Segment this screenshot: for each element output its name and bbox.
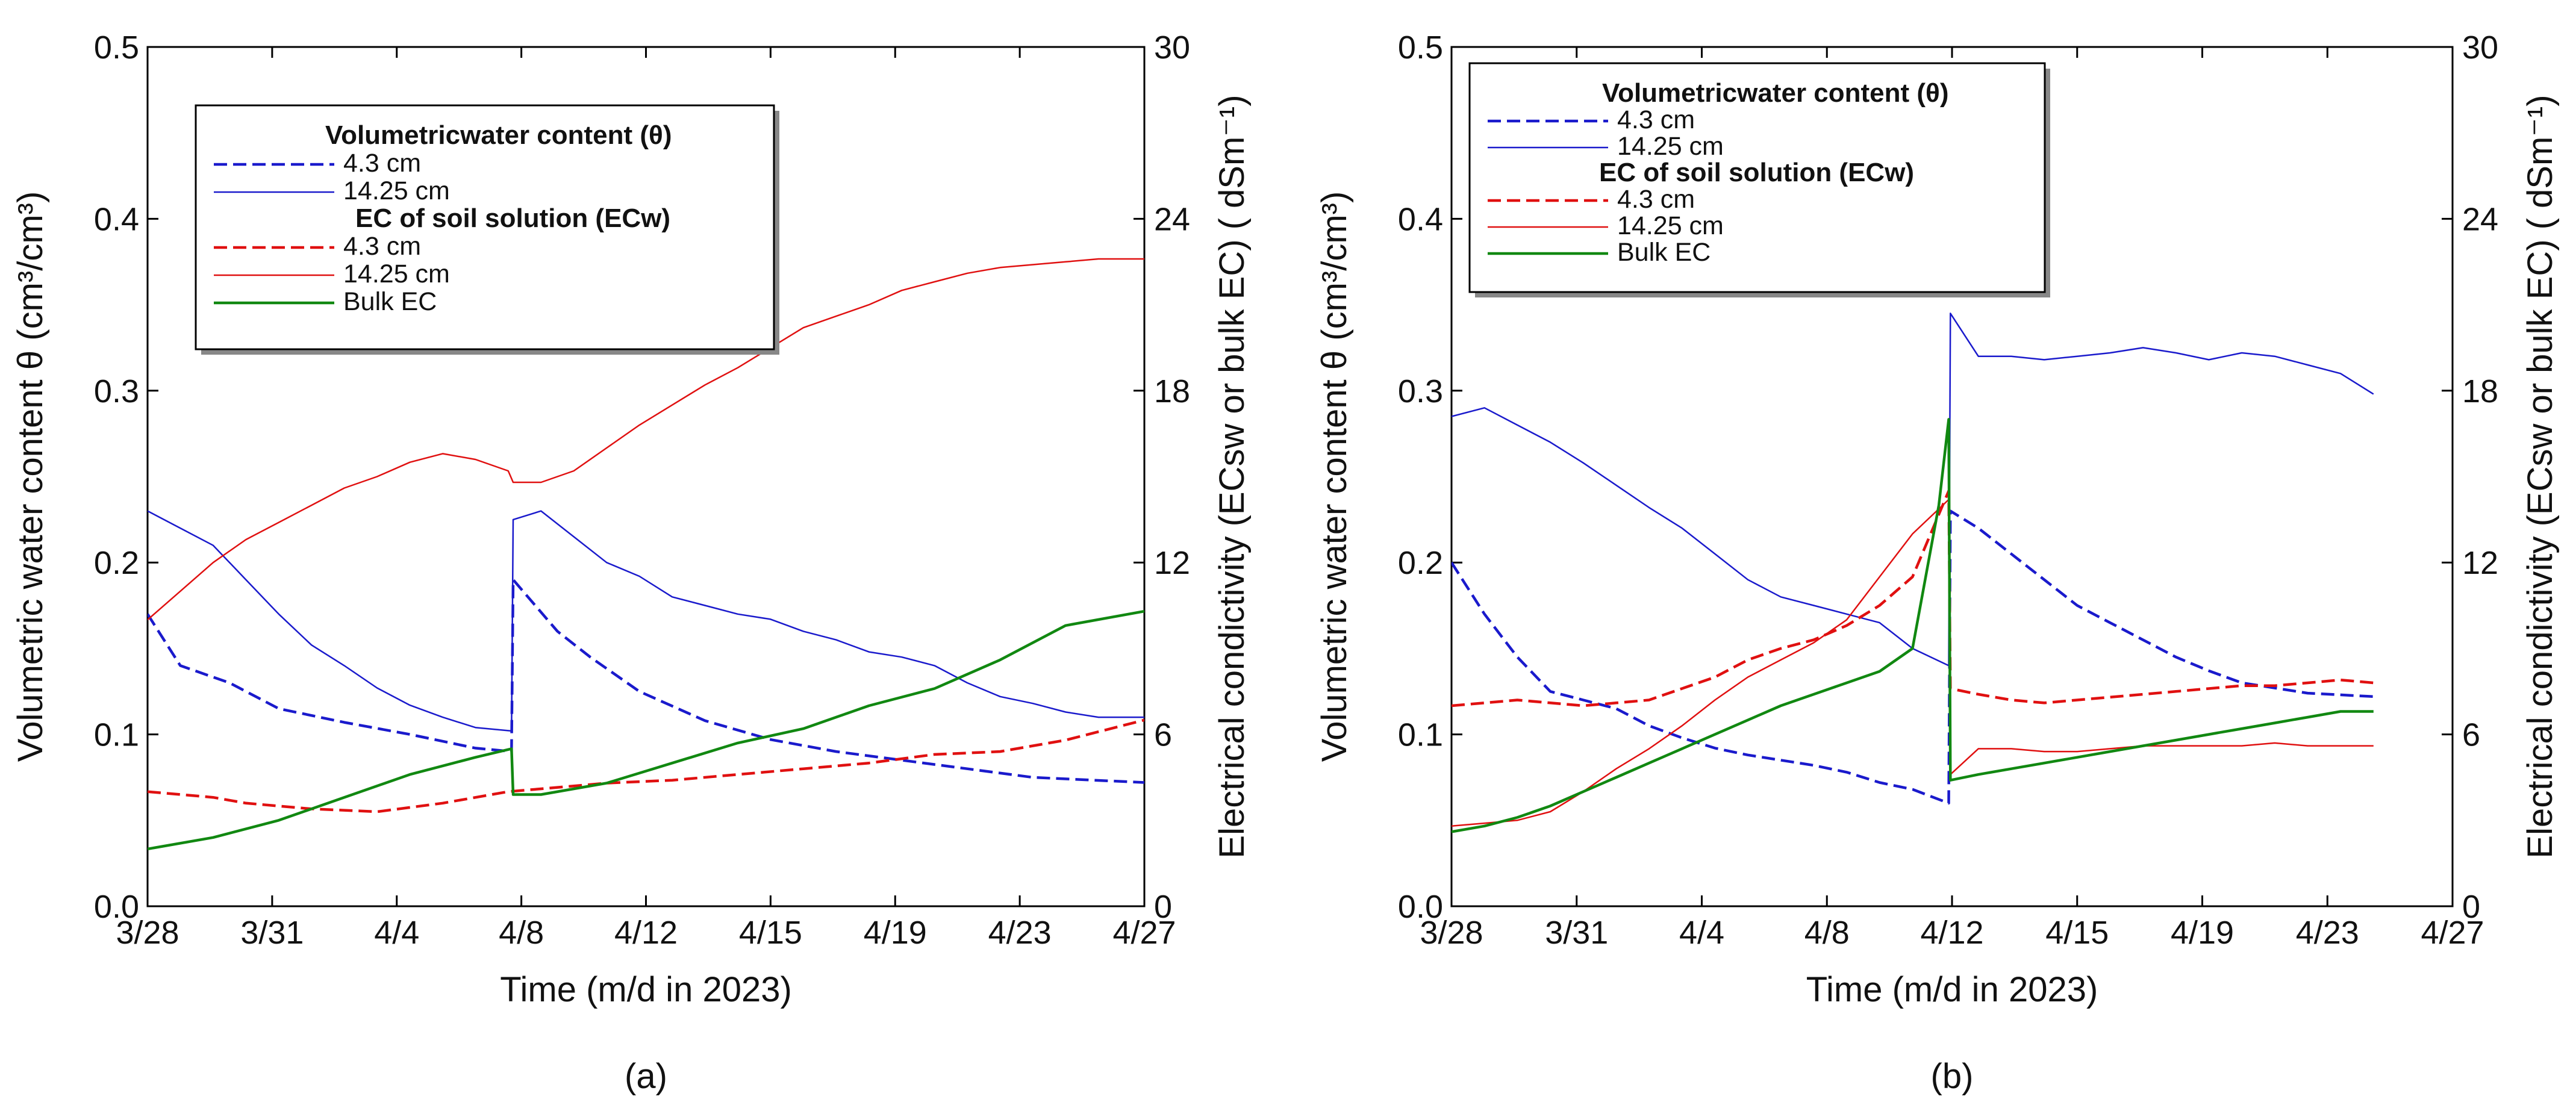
y-tick-label-left: 0.5 [1398, 30, 1443, 66]
x-tick-label: 4/27 [1112, 915, 1176, 951]
x-tick-label: 4/15 [739, 915, 802, 951]
y-tick-label-left: 0.4 [94, 201, 139, 237]
legend-header-ec: EC of soil solution (ECw) [355, 204, 670, 233]
legend-entry: 14.25 cm [343, 176, 450, 205]
y-axis-label-left: Volumetric water content θ (cm³/cm³) [11, 191, 50, 762]
x-tick-label: 3/31 [240, 915, 304, 951]
y-tick-label-right: 18 [2462, 373, 2498, 409]
y-tick-label-right: 12 [2462, 545, 2498, 581]
y-axis-label-right: Electrical condictivity (ECsw or bulk EC… [1212, 95, 1252, 858]
y-tick-label-right: 6 [2462, 717, 2480, 753]
legend-entry: 4.3 cm [1617, 105, 1695, 134]
legend-entry: Bulk EC [343, 287, 437, 316]
x-tick-label: 3/28 [1420, 915, 1483, 951]
x-tick-label: 4/4 [374, 915, 419, 951]
x-tick-label: 4/12 [1920, 915, 1983, 951]
legend-entry: Bulk EC [1617, 238, 1711, 267]
x-tick-label: 4/23 [988, 915, 1052, 951]
x-tick-label: 3/31 [1545, 915, 1608, 951]
x-tick-label: 4/19 [2171, 915, 2234, 951]
y-tick-label-right: 18 [1154, 373, 1190, 409]
y-tick-label-right: 30 [1154, 30, 1190, 66]
y-axis-label-right: Electrical condictivity (ECsw or bulk EC… [2521, 95, 2560, 858]
legend-header-theta: Volumetricwater content (θ) [1602, 78, 1948, 108]
y-tick-label-left: 0.0 [94, 889, 139, 925]
x-tick-label: 4/12 [614, 915, 678, 951]
legend-entry: 14.25 cm [1617, 132, 1724, 161]
series-line-theta-4-3-cm [148, 578, 1144, 784]
y-tick-label-left: 0.4 [1398, 201, 1443, 237]
y-tick-label-right: 0 [2462, 889, 2480, 925]
y-tick-label-left: 0.3 [1398, 373, 1443, 409]
x-tick-label: 4/8 [1804, 915, 1850, 951]
legend-entry: 4.3 cm [1617, 185, 1695, 214]
x-tick-label: 4/23 [2296, 915, 2359, 951]
series-line-ec-bulk-ec [1452, 418, 2374, 833]
x-tick-label: 4/15 [2045, 915, 2109, 951]
x-tick-label: 4/19 [864, 915, 927, 951]
plot-area [1452, 313, 2374, 833]
legend-entry: 4.3 cm [343, 232, 421, 261]
legend-entry: 4.3 cm [343, 149, 421, 178]
legend-entry: 14.25 cm [1617, 211, 1724, 240]
x-axis-label: Time (m/d in 2023) [500, 970, 792, 1009]
series-line-ec-14-25-cm [1452, 499, 2374, 827]
legend-header-ec: EC of soil solution (ECw) [1599, 158, 1914, 187]
y-tick-label-left: 0.0 [1398, 889, 1443, 925]
legend-header-theta: Volumetricwater content (θ) [325, 120, 672, 150]
series-line-theta-14-25-cm [1452, 313, 2374, 667]
x-tick-label: 3/28 [116, 915, 179, 951]
legend-entry: 14.25 cm [343, 260, 450, 288]
y-tick-label-left: 0.5 [94, 30, 139, 66]
series-line-ec-4-3-cm [148, 718, 1144, 814]
y-tick-label-right: 6 [1154, 717, 1172, 753]
chart-panel-a: 3/28 3/31 4/4 4/8 4/12 4/15 4/19 4/23 4/27 0.0 0.1… [11, 30, 1252, 1096]
chart-panel-b: 3/28 3/31 4/4 4/8 4/12 4/15 4/19 4/23 4/27 0.0 0.1… [1315, 30, 2560, 1096]
x-tick-label: 4/8 [499, 915, 544, 951]
y-tick-label-left: 0.2 [1398, 545, 1443, 581]
y-tick-label-right: 12 [1154, 545, 1190, 581]
series-line-theta-14-25-cm [148, 510, 1144, 732]
y-tick-label-left: 0.1 [1398, 717, 1443, 753]
series-line-ec-4-3-cm [1452, 490, 2374, 708]
series-line-ec-bulk-ec [148, 609, 1144, 851]
plot-area [148, 258, 1144, 851]
panel-label: (b) [1931, 1057, 1974, 1096]
y-tick-label-left: 0.1 [94, 717, 139, 753]
x-axis-label: Time (m/d in 2023) [1806, 970, 2098, 1009]
series-line-theta-4-3-cm [1452, 509, 2374, 805]
y-tick-label-left: 0.3 [94, 373, 139, 409]
y-tick-label-right: 24 [2462, 201, 2498, 237]
y-tick-label-right: 30 [2462, 30, 2498, 66]
series-line-ec-14-25-cm [148, 258, 1144, 621]
panel-label: (a) [625, 1057, 667, 1096]
legend-box [195, 104, 775, 350]
y-tick-label-right: 0 [1154, 889, 1172, 925]
y-tick-label-right: 24 [1154, 201, 1190, 237]
x-tick-label: 4/4 [1679, 915, 1724, 951]
y-axis-label-left: Volumetric water content θ (cm³/cm³) [1315, 191, 1354, 762]
x-tick-label: 4/27 [2421, 915, 2484, 951]
y-tick-label-left: 0.2 [94, 545, 139, 581]
